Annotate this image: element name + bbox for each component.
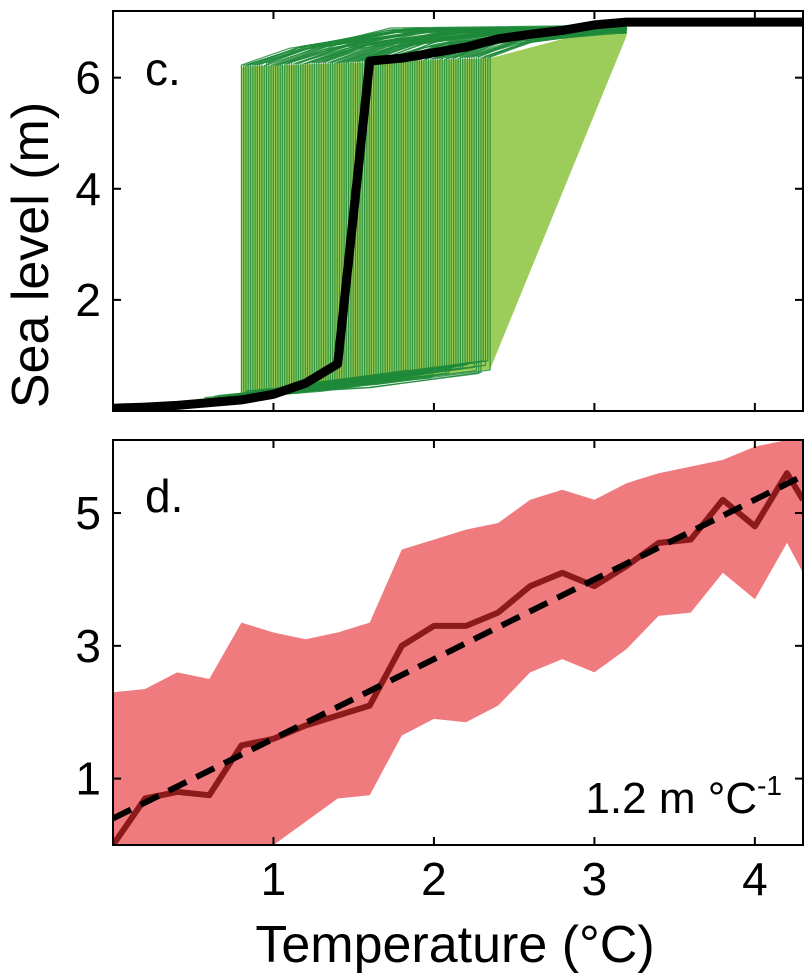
y-axis-title: Sea level (m) bbox=[2, 102, 60, 408]
x-axis-title: Temperature (°C) bbox=[255, 916, 654, 974]
slope-annotation-base: 1.2 m °C bbox=[585, 774, 757, 823]
x-tick-label: 3 bbox=[582, 853, 608, 905]
y-tick-label: 4 bbox=[75, 163, 101, 215]
panel-c-label: c. bbox=[145, 43, 181, 95]
panel-c: 2 4 6 c. bbox=[75, 10, 804, 412]
panel-d-frame bbox=[112, 439, 804, 846]
central-sea-level-line bbox=[113, 17, 803, 411]
linear-fit-line bbox=[113, 473, 803, 822]
slope-annotation-superscript: -1 bbox=[757, 770, 782, 801]
panel-d: 1 3 5 1 2 3 4 d. 1.2 m °C-1 bbox=[75, 439, 804, 905]
panel-d-label: d. bbox=[145, 470, 183, 522]
y-tick-label: 6 bbox=[75, 52, 101, 104]
x-tick-label: 1 bbox=[261, 853, 287, 905]
y-tick-label: 3 bbox=[75, 620, 101, 672]
x-tick-label: 2 bbox=[421, 853, 447, 905]
y-tick-label: 5 bbox=[75, 487, 101, 539]
y-tick-label: 2 bbox=[75, 274, 101, 326]
x-tick-label: 4 bbox=[742, 853, 768, 905]
panel-c-frame bbox=[112, 10, 804, 412]
uncertainty-band bbox=[113, 440, 803, 845]
y-tick-label: 1 bbox=[75, 753, 101, 805]
slope-annotation: 1.2 m °C-1 bbox=[585, 770, 782, 823]
